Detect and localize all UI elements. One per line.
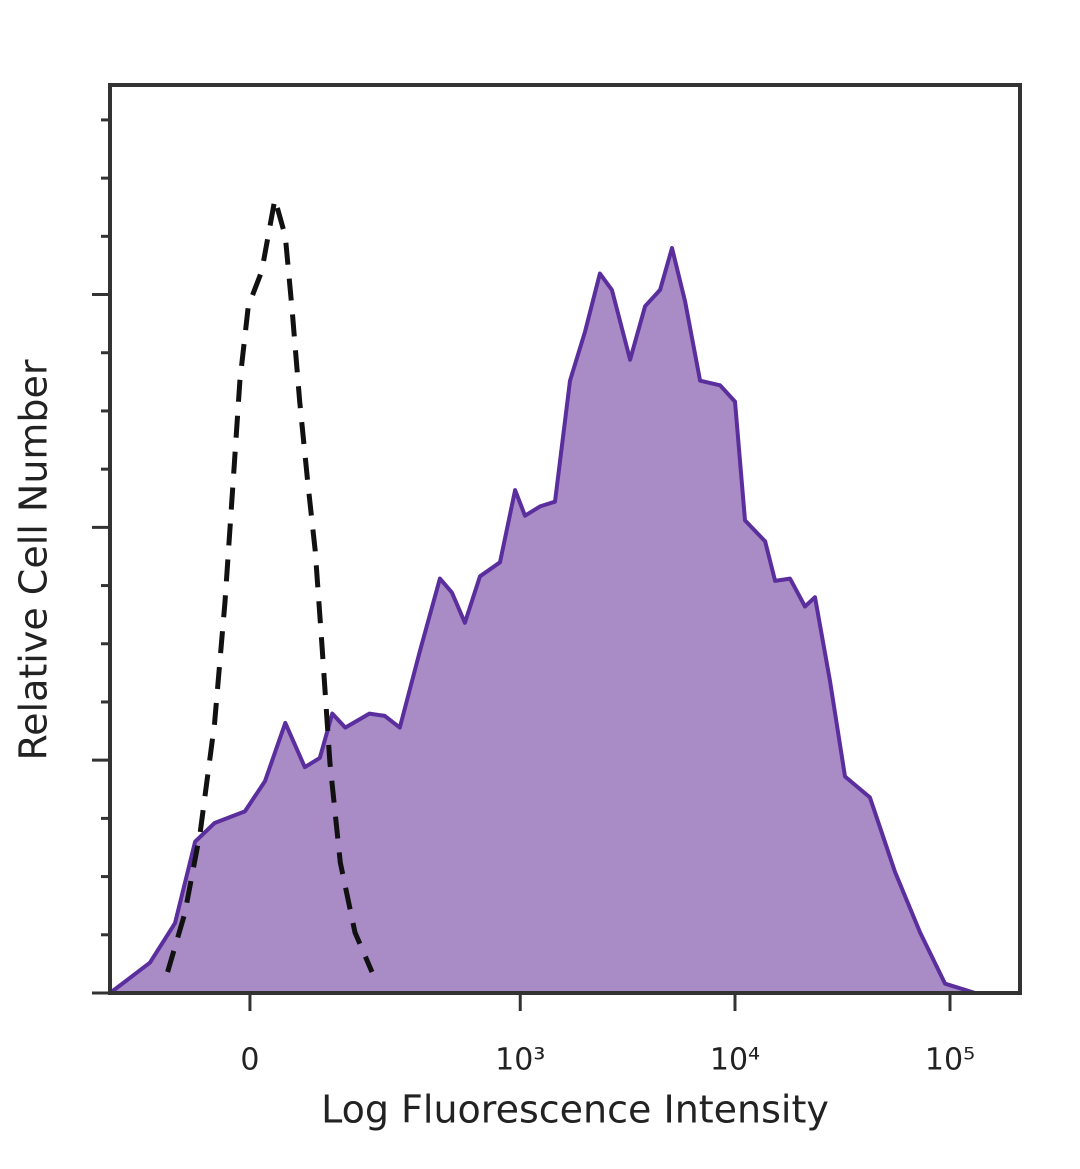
x-tick-label: 10⁵: [925, 1043, 975, 1078]
plot-frame: [108, 83, 1022, 995]
x-tick-label: 10³: [495, 1043, 545, 1078]
histogram-line: [165, 198, 375, 973]
histogram-area: [108, 246, 978, 995]
x-tick-label: 10⁴: [710, 1043, 760, 1078]
y-axis-label: Relative Cell Number: [12, 359, 56, 760]
x-axis-label: Log Fluorescence Intensity: [321, 1088, 829, 1132]
x-tick-label: 0: [240, 1043, 259, 1078]
